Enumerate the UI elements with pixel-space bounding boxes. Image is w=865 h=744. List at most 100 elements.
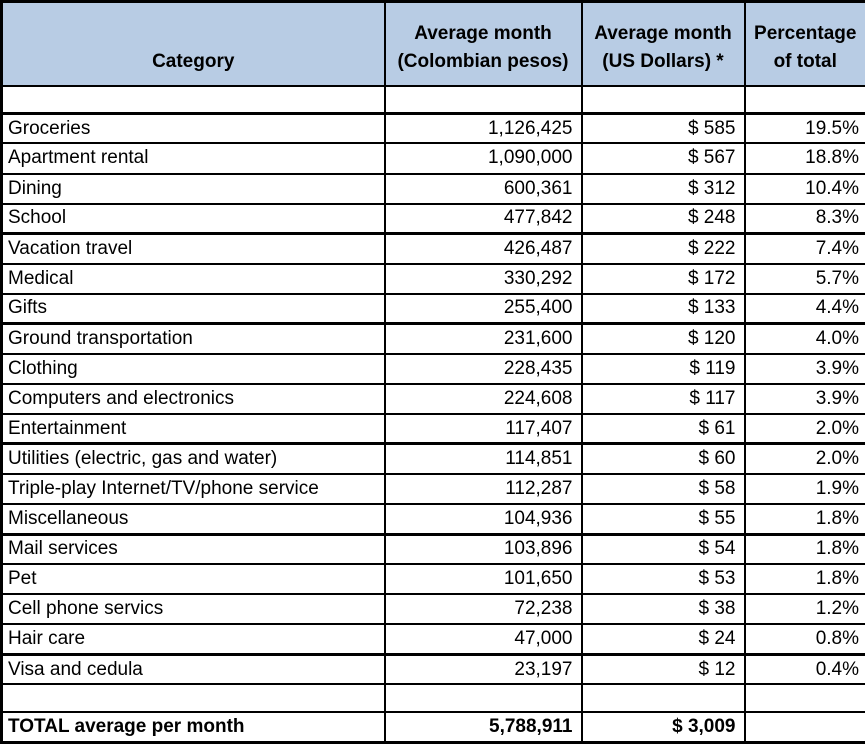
dollars-cell: $ 312 <box>580 172 746 205</box>
category-cell: Vacation travel <box>0 232 386 265</box>
pesos-cell: 600,361 <box>383 172 583 205</box>
dollars-cell: $ 120 <box>580 322 746 355</box>
percent-cell: 1.8% <box>743 563 865 596</box>
dollars-cell: $ 133 <box>580 292 746 326</box>
table-row: Apartment rental 1,090,000 $ 567 18.8% <box>0 142 865 175</box>
empty-cell <box>743 683 865 714</box>
empty-cell <box>383 683 583 714</box>
table-row: Mail services 103,896 $ 54 1.8% <box>0 533 865 566</box>
column-header-dollars: Average month (US Dollars) * <box>580 0 746 87</box>
dollars-cell: $ 222 <box>580 232 746 265</box>
table-row: Groceries 1,126,425 $ 585 19.5% <box>0 112 865 145</box>
table-row: Entertainment 117,407 $ 61 2.0% <box>0 412 865 446</box>
pesos-cell: 1,126,425 <box>383 112 583 145</box>
percent-cell: 0.8% <box>743 623 865 656</box>
table-row: Dining 600,361 $ 312 10.4% <box>0 172 865 205</box>
column-header-dollars-line1: Average month <box>594 23 732 45</box>
category-cell: Utilities (electric, gas and water) <box>0 442 386 475</box>
dollars-cell: $ 172 <box>580 262 746 295</box>
category-cell: Entertainment <box>0 412 386 446</box>
percent-cell: 4.4% <box>743 292 865 326</box>
category-cell: Cell phone servics <box>0 593 386 626</box>
total-percent-cell <box>743 711 865 744</box>
table-row: Triple-play Internet/TV/phone service 112… <box>0 472 865 506</box>
table-row: Visa and cedula 23,197 $ 12 0.4% <box>0 653 865 686</box>
total-dollars-cell: $ 3,009 <box>580 711 746 744</box>
empty-cell <box>0 683 386 714</box>
dollars-cell: $ 117 <box>580 382 746 415</box>
category-cell: Ground transportation <box>0 322 386 355</box>
pesos-cell: 228,435 <box>383 352 583 385</box>
empty-cell <box>580 84 746 115</box>
pesos-cell: 103,896 <box>383 533 583 566</box>
dollars-cell: $ 24 <box>580 623 746 656</box>
percent-cell: 18.8% <box>743 142 865 175</box>
percent-cell: 7.4% <box>743 232 865 265</box>
pesos-cell: 114,851 <box>383 442 583 475</box>
category-cell: Miscellaneous <box>0 503 386 536</box>
column-header-percent: Percentage of total <box>743 0 865 87</box>
category-cell: Clothing <box>0 352 386 385</box>
percent-cell: 2.0% <box>743 442 865 475</box>
pesos-cell: 255,400 <box>383 292 583 326</box>
dollars-cell: $ 585 <box>580 112 746 145</box>
dollars-cell: $ 38 <box>580 593 746 626</box>
table-row: Pet 101,650 $ 53 1.8% <box>0 563 865 596</box>
category-cell: Triple-play Internet/TV/phone service <box>0 472 386 506</box>
dollars-cell: $ 55 <box>580 503 746 536</box>
dollars-cell: $ 60 <box>580 442 746 475</box>
empty-cell <box>0 84 386 115</box>
percent-cell: 1.2% <box>743 593 865 626</box>
pesos-cell: 1,090,000 <box>383 142 583 175</box>
dollars-cell: $ 61 <box>580 412 746 446</box>
dollars-cell: $ 12 <box>580 653 746 686</box>
table-header: Category Average month (Colombian pesos)… <box>0 0 865 87</box>
percent-cell: 4.0% <box>743 322 865 355</box>
dollars-cell: $ 54 <box>580 533 746 566</box>
pesos-cell: 477,842 <box>383 202 583 236</box>
category-cell: Dining <box>0 172 386 205</box>
header-row: Category Average month (Colombian pesos)… <box>0 0 865 87</box>
column-header-dollars-line2: (US Dollars) * <box>602 50 724 72</box>
table-row: Medical 330,292 $ 172 5.7% <box>0 262 865 295</box>
pesos-cell: 72,238 <box>383 593 583 626</box>
percent-cell: 10.4% <box>743 172 865 205</box>
percent-cell: 3.9% <box>743 382 865 415</box>
table-row: Miscellaneous 104,936 $ 55 1.8% <box>0 503 865 536</box>
pesos-cell: 112,287 <box>383 472 583 506</box>
table-row: Cell phone servics 72,238 $ 38 1.2% <box>0 593 865 626</box>
pesos-cell: 23,197 <box>383 653 583 686</box>
empty-cell <box>743 84 865 115</box>
pesos-cell: 224,608 <box>383 382 583 415</box>
table-body: Groceries 1,126,425 $ 585 19.5% Apartment re… <box>0 84 865 744</box>
category-cell: Hair care <box>0 623 386 656</box>
percent-cell: 19.5% <box>743 112 865 145</box>
category-cell: Apartment rental <box>0 142 386 175</box>
category-cell: Pet <box>0 563 386 596</box>
table-row: Utilities (electric, gas and water) 114,8… <box>0 442 865 475</box>
percent-cell: 8.3% <box>743 202 865 236</box>
category-cell: Visa and cedula <box>0 653 386 686</box>
column-header-category-label: Category <box>152 50 235 72</box>
percent-cell: 1.8% <box>743 533 865 566</box>
table-row: Gifts 255,400 $ 133 4.4% <box>0 292 865 326</box>
dollars-cell: $ 119 <box>580 352 746 385</box>
percent-cell: 1.8% <box>743 503 865 536</box>
dollars-cell: $ 248 <box>580 202 746 236</box>
table-row: School 477,842 $ 248 8.3% <box>0 202 865 236</box>
pesos-cell: 330,292 <box>383 262 583 295</box>
pesos-cell: 117,407 <box>383 412 583 446</box>
pesos-cell: 104,936 <box>383 503 583 536</box>
dollars-cell: $ 567 <box>580 142 746 175</box>
dollars-cell: $ 53 <box>580 563 746 596</box>
table-row: Hair care 47,000 $ 24 0.8% <box>0 623 865 656</box>
spacer-row-top <box>0 84 865 115</box>
table-row: Vacation travel 426,487 $ 222 7.4% <box>0 232 865 265</box>
percent-cell: 1.9% <box>743 472 865 506</box>
category-cell: Computers and electronics <box>0 382 386 415</box>
percent-cell: 2.0% <box>743 412 865 446</box>
column-header-pesos-line2: (Colombian pesos) <box>397 50 569 72</box>
pesos-cell: 101,650 <box>383 563 583 596</box>
column-header-percent-line2: of total <box>773 50 837 72</box>
